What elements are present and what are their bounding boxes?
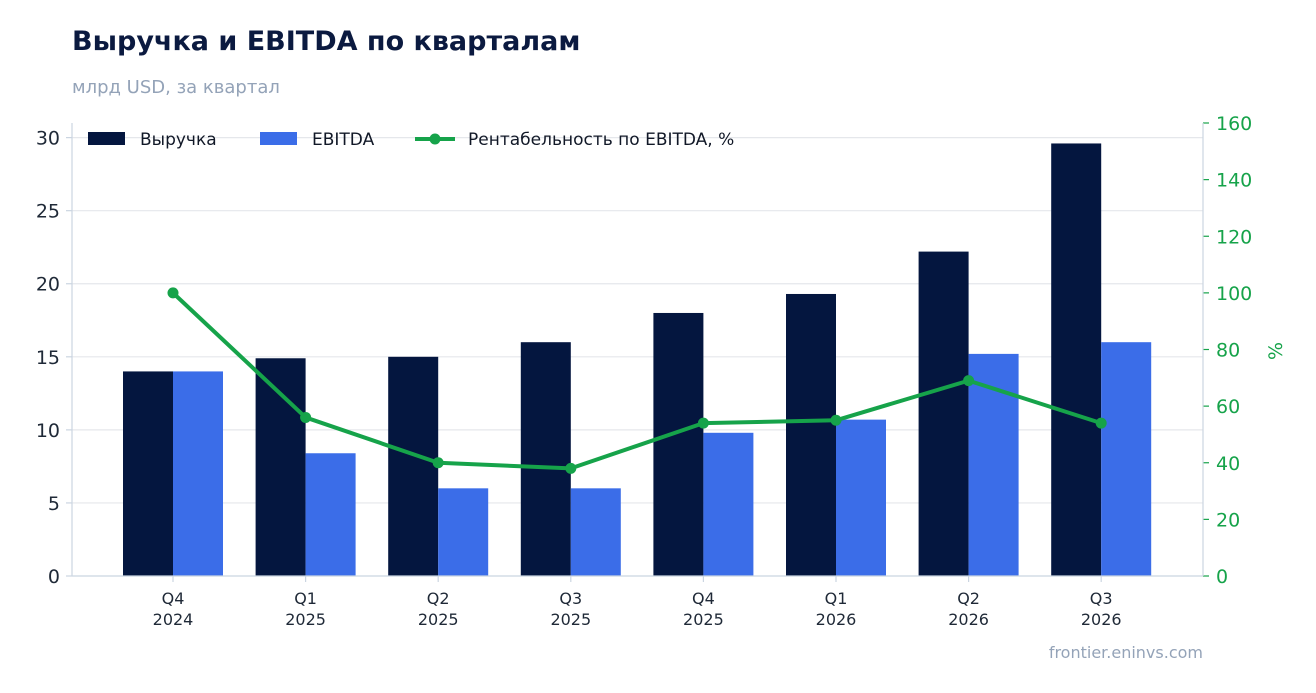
ebitda-bar — [173, 371, 223, 576]
y-right-axis-label: % — [1265, 342, 1287, 360]
ebitda-bar — [1101, 342, 1152, 576]
revenue-bar — [388, 356, 439, 576]
axes: 051015202530020406080100120140160%Q42024… — [36, 113, 1287, 629]
y-right-tick-label: 20 — [1216, 509, 1240, 531]
legend-label-revenue: Выручка — [140, 130, 217, 150]
revenue-bar — [653, 312, 704, 576]
legend: Выручка EBITDA Рентабельность по EBITDA, % — [88, 130, 734, 150]
margin-point — [963, 375, 975, 387]
y-right-tick-label: 100 — [1216, 283, 1252, 305]
legend-label-margin: Рентабельность по EBITDA, % — [468, 130, 734, 150]
y-right-tick-label: 160 — [1216, 113, 1252, 135]
x-tick-label-quarter: Q2 — [427, 589, 450, 608]
ebitda-bar — [968, 353, 1019, 576]
x-tick-label-quarter: Q4 — [162, 589, 185, 608]
y-right-tick-label: 80 — [1216, 340, 1240, 362]
margin-point — [300, 411, 312, 423]
y-right-tick-label: 0 — [1216, 566, 1228, 588]
chart-title: Выручка и EBITDA по кварталам — [72, 26, 581, 57]
y-right-tick-label: 140 — [1216, 170, 1252, 192]
y-left-tick-label: 0 — [48, 566, 60, 588]
legend-swatch-revenue — [88, 132, 125, 145]
x-tick-label-quarter: Q3 — [1090, 589, 1113, 608]
margin-point — [565, 462, 577, 474]
legend-swatch-margin-marker — [429, 133, 441, 145]
y-left-tick-label: 20 — [36, 274, 60, 296]
y-left-tick-label: 5 — [48, 493, 60, 515]
x-tick-label-year: 2026 — [816, 610, 857, 629]
y-right-tick-label: 120 — [1216, 226, 1252, 248]
margin-point — [697, 417, 709, 429]
bars — [123, 143, 1152, 576]
y-right-tick-label: 40 — [1216, 453, 1240, 475]
grid-lines — [72, 137, 1203, 504]
ebitda-bar — [438, 488, 489, 576]
revenue-bar — [255, 358, 306, 576]
source-link[interactable]: frontier.eninvs.com — [1048, 643, 1203, 662]
revenue-bar — [123, 371, 173, 576]
margin-series-line — [171, 291, 1102, 471]
y-left-tick-label: 25 — [36, 201, 60, 223]
y-left-tick-label: 15 — [36, 347, 60, 369]
x-tick-label-year: 2026 — [948, 610, 989, 629]
revenue-bar — [1051, 143, 1102, 576]
x-tick-label-quarter: Q1 — [825, 589, 848, 608]
x-tick-label-year: 2024 — [153, 610, 194, 629]
x-tick-label-year: 2025 — [550, 610, 591, 629]
x-tick-label-year: 2026 — [1081, 610, 1122, 629]
x-tick-label-quarter: Q2 — [957, 589, 980, 608]
margin-point — [167, 287, 179, 299]
legend-swatch-ebitda — [260, 132, 297, 145]
y-right-tick-label: 60 — [1216, 396, 1240, 418]
x-tick-label-year: 2025 — [683, 610, 724, 629]
x-tick-label-year: 2025 — [418, 610, 459, 629]
revenue-bar — [520, 342, 571, 576]
margin-point — [1095, 417, 1107, 429]
x-tick-label-quarter: Q4 — [692, 589, 715, 608]
y-left-tick-label: 30 — [36, 128, 60, 150]
margin-point — [830, 414, 842, 426]
revenue-bar — [918, 251, 969, 576]
x-tick-label-year: 2025 — [285, 610, 326, 629]
y-left-tick-label: 10 — [36, 420, 60, 442]
margin-point — [432, 457, 444, 469]
legend-label-ebitda: EBITDA — [312, 130, 375, 150]
ebitda-bar — [836, 419, 886, 576]
x-tick-label-quarter: Q3 — [559, 589, 582, 608]
ebitda-bar — [703, 432, 754, 576]
revenue-bar — [786, 293, 836, 576]
chart-subtitle: млрд USD, за квартал — [72, 77, 280, 98]
x-tick-label-quarter: Q1 — [294, 589, 317, 608]
ebitda-bar — [570, 488, 621, 576]
ebitda-bar — [305, 453, 356, 576]
margin-line — [167, 287, 1107, 474]
